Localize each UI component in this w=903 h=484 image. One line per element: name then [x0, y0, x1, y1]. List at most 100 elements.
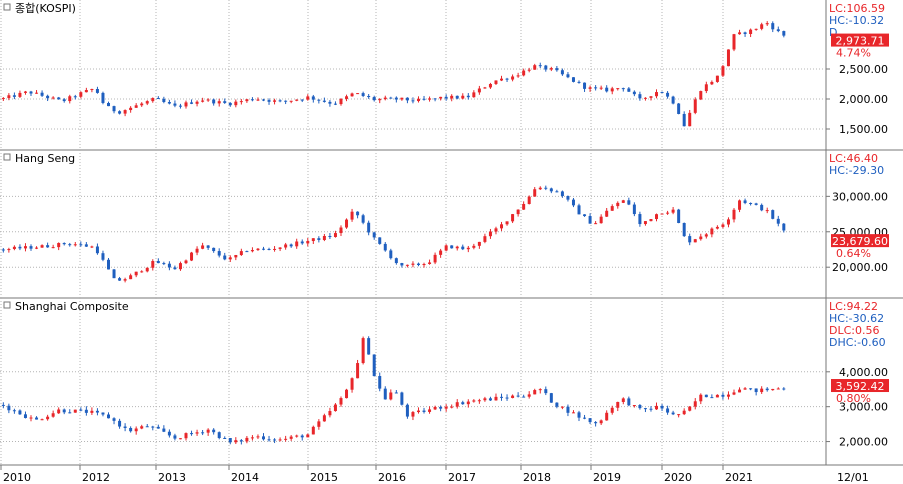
candle-body	[134, 271, 138, 276]
candle-body	[273, 439, 277, 441]
candle-body	[361, 338, 365, 364]
candle-body	[538, 389, 542, 391]
candle-body	[422, 263, 426, 266]
x-tick-label: 2010	[3, 471, 31, 484]
candle-body	[566, 196, 570, 200]
candle-body	[439, 250, 443, 255]
candle-body	[760, 388, 764, 393]
candle-body	[90, 410, 94, 413]
candle-body	[444, 406, 448, 409]
candle-body	[73, 244, 77, 246]
candle-body	[771, 210, 775, 219]
candle-body	[677, 414, 681, 416]
candle-body	[51, 97, 55, 99]
candle-body	[516, 209, 520, 215]
candle-body	[29, 246, 33, 249]
candle-body	[466, 401, 470, 405]
candle-body	[145, 101, 149, 104]
last-price-box	[831, 33, 889, 47]
candle-body	[90, 246, 94, 248]
candle-body	[51, 413, 55, 417]
candle-body	[162, 263, 166, 265]
candle-body	[40, 245, 44, 248]
candle-body	[245, 437, 249, 442]
candle-body	[322, 100, 326, 102]
candle-body	[477, 88, 481, 93]
candle-body	[577, 412, 581, 418]
candle-body	[666, 212, 670, 214]
candle-body	[322, 415, 326, 422]
candle-body	[156, 426, 160, 429]
y-tick-label: 2,000.00	[839, 93, 888, 106]
candle-body	[505, 78, 509, 80]
candle-body	[46, 95, 50, 99]
candle-body	[704, 394, 708, 398]
candle-body	[206, 99, 210, 101]
candle-body	[455, 246, 459, 249]
candle-body	[217, 251, 221, 256]
candle-body	[522, 396, 526, 398]
candle-body	[18, 92, 22, 97]
candle-body	[107, 102, 111, 107]
candle-body	[201, 100, 205, 102]
candle-body	[439, 406, 443, 409]
y-tick-label: 2,000.00	[839, 436, 888, 449]
candle-body	[328, 411, 332, 416]
candle-body	[749, 388, 753, 390]
candle-body	[643, 408, 647, 410]
candle-body	[234, 440, 238, 443]
candle-body	[549, 68, 553, 70]
candle-body	[710, 81, 714, 85]
candle-body	[151, 261, 155, 268]
candle-body	[195, 248, 199, 253]
panel-title: Hang Seng	[15, 152, 75, 165]
info-line: DLC:0.56	[829, 324, 879, 337]
panel-menu-icon[interactable]	[3, 3, 11, 11]
candle-body	[405, 404, 409, 417]
candle-body	[140, 426, 144, 429]
x-tick-label: 2013	[158, 471, 186, 484]
info-line: D	[829, 26, 837, 39]
candle-body	[411, 100, 415, 102]
candle-body	[649, 219, 653, 222]
candle-body	[317, 99, 321, 101]
candle-body	[190, 102, 194, 104]
candle-body	[328, 235, 332, 238]
candle-body	[749, 29, 753, 35]
candle-body	[461, 246, 465, 250]
candle-body	[234, 101, 238, 106]
candle-body	[62, 99, 66, 102]
candle-body	[416, 98, 420, 102]
candle-body	[743, 388, 747, 390]
candle-body	[201, 245, 205, 249]
candle-body	[367, 338, 371, 355]
candle-body	[461, 95, 465, 99]
candle-body	[732, 34, 736, 50]
candle-body	[118, 111, 122, 114]
candle-body	[726, 394, 730, 397]
candle-body	[151, 98, 155, 102]
candle-body	[394, 258, 398, 264]
candle-body	[488, 398, 492, 401]
candle-body	[494, 228, 498, 232]
candle-body	[555, 68, 559, 71]
candle-body	[527, 196, 531, 204]
panel-menu-icon[interactable]	[3, 301, 11, 309]
candle-body	[776, 218, 780, 224]
candle-body	[428, 262, 432, 264]
candle-body	[494, 396, 498, 401]
candle-body	[178, 438, 182, 440]
candle-body	[466, 95, 470, 98]
candle-body	[223, 255, 227, 260]
candle-body	[577, 81, 581, 83]
candle-body	[212, 99, 216, 104]
candle-body	[23, 246, 27, 249]
candle-body	[378, 99, 382, 101]
panel-menu-icon[interactable]	[3, 153, 11, 161]
candle-body	[544, 65, 548, 70]
candle-body	[12, 95, 16, 97]
candle-body	[345, 389, 349, 399]
candle-body	[295, 241, 299, 247]
candle-body	[688, 236, 692, 243]
candle-body	[278, 100, 282, 102]
